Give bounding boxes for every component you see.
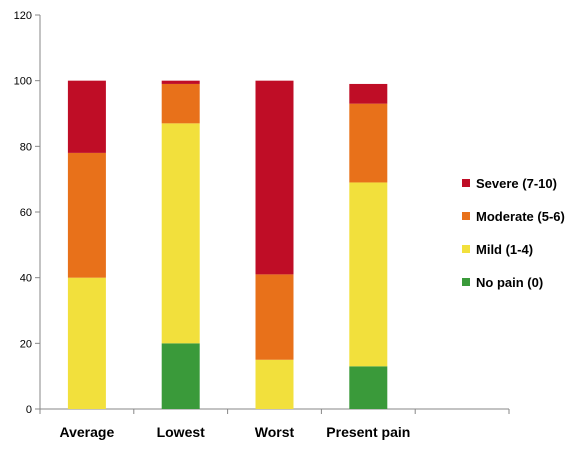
bar-segment-moderate-2: [255, 274, 294, 360]
y-tick-label: 80: [20, 141, 32, 153]
bar-segment-severe-1: [161, 80, 200, 84]
bar-segment-mild-2: [255, 359, 294, 409]
x-category-label: Lowest: [157, 424, 206, 440]
bar-segment-no-1: [161, 343, 200, 409]
legend-label: No pain (0): [476, 275, 543, 290]
bar-segment-moderate-3: [349, 103, 388, 183]
x-category-label: Worst: [255, 424, 295, 440]
legend-swatch: [462, 212, 470, 220]
y-axis: 0 20 40 60 80 100 120: [14, 10, 41, 416]
legend: Severe (7-10) Moderate (5-6) Mild (1-4) No …: [462, 176, 565, 290]
legend-label: Mild (1-4): [476, 242, 533, 257]
legend-label: Severe (7-10): [476, 176, 557, 191]
y-tick-label: 40: [20, 273, 32, 285]
bar-segment-severe-0: [67, 80, 106, 153]
y-tick-label: 0: [26, 404, 32, 416]
y-tick-label: 120: [14, 10, 32, 22]
bar-segment-moderate-1: [161, 83, 200, 124]
legend-label: Moderate (5-6): [476, 209, 565, 224]
bar-segment-severe-3: [349, 83, 388, 104]
bar-segment-mild-1: [161, 123, 200, 344]
legend-swatch: [462, 278, 470, 286]
x-axis: Average Lowest Worst Present pain: [39, 408, 510, 440]
bar-segment-moderate-0: [67, 152, 106, 278]
legend-swatch: [462, 245, 470, 253]
bar-segment-no-3: [349, 366, 388, 409]
y-tick-label: 60: [20, 207, 32, 219]
bars: [67, 80, 388, 409]
x-category-label: Present pain: [326, 424, 410, 440]
bar-segment-mild-3: [349, 182, 388, 367]
x-category-label: Average: [60, 424, 115, 440]
bar-segment-mild-0: [67, 277, 106, 409]
bar-segment-severe-2: [255, 80, 294, 275]
legend-swatch: [462, 179, 470, 187]
y-tick-label: 100: [14, 76, 32, 88]
y-tick-label: 20: [20, 338, 32, 350]
